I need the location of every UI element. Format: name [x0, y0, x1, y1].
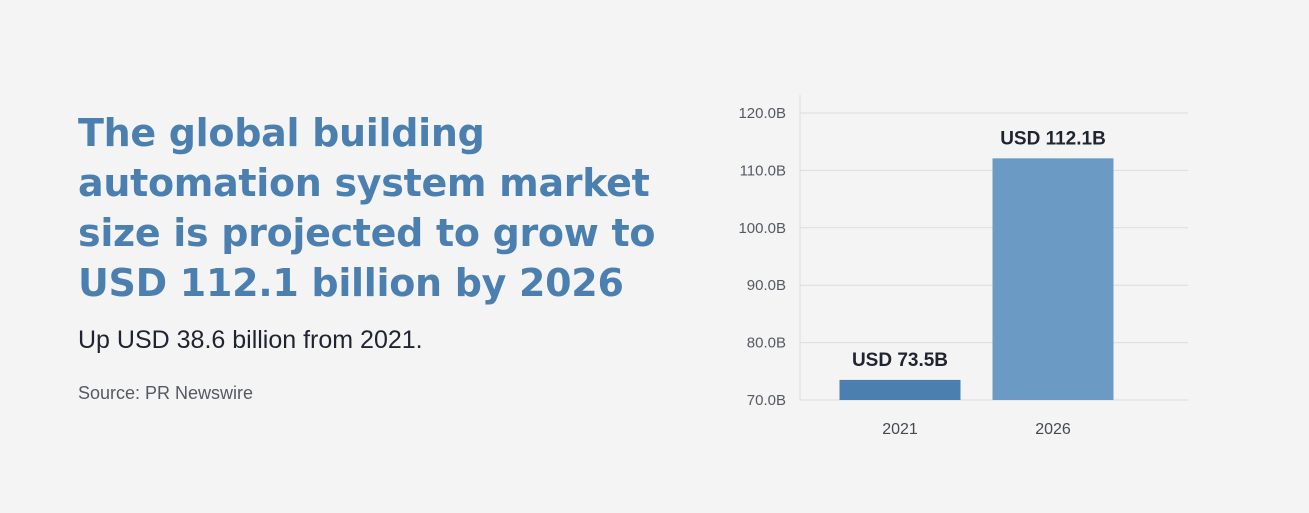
- bar-chart-svg: 70.0B 80.0B 90.0B 100.0B 110.0B 120.0B USD 73.…: [738, 95, 1188, 438]
- text-block: The global building automation system ma…: [78, 108, 678, 404]
- y-tick-label: 120.0B: [738, 105, 786, 122]
- data-label: USD 73.5B: [852, 350, 948, 371]
- subline: Up USD 38.6 billion from 2021.: [78, 326, 423, 354]
- x-tick-label: 2021: [882, 421, 918, 438]
- source-note: Source: PR Newswire: [78, 383, 254, 403]
- bar-chart: 70.0B 80.0B 90.0B 100.0B 110.0B 120.0B USD 73.…: [700, 80, 1220, 450]
- bar-2021: [839, 379, 961, 400]
- y-tick-label: 110.0B: [740, 162, 786, 179]
- y-tick-label: 70.0B: [747, 392, 786, 409]
- y-tick-label: 80.0B: [747, 335, 786, 352]
- data-label: USD 112.1B: [1000, 128, 1106, 149]
- y-tick-label: 90.0B: [747, 277, 786, 294]
- bar-2026: [992, 158, 1114, 400]
- y-tick-label: 100.0B: [738, 220, 786, 237]
- headline: The global building automation system ma…: [78, 111, 656, 305]
- x-tick-label: 2026: [1035, 421, 1071, 438]
